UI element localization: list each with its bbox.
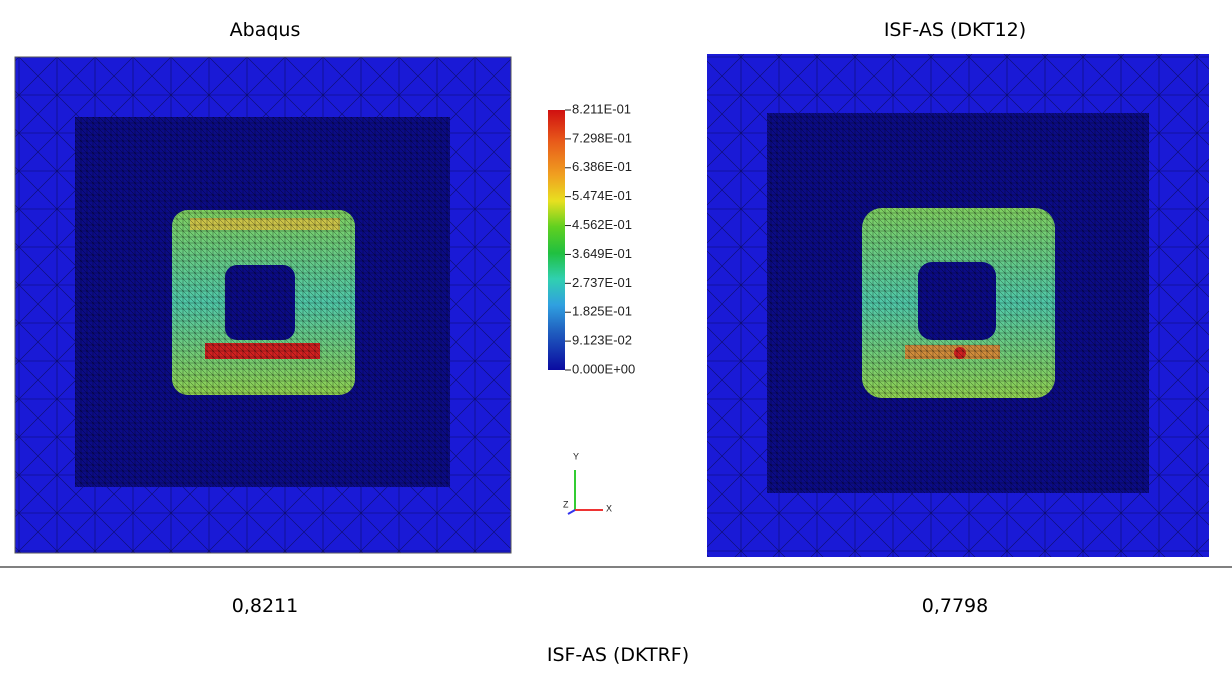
legend-label: 6.386E-01 — [572, 159, 632, 174]
legend-label: 1.825E-01 — [572, 304, 632, 319]
panel-value: 0,8211 — [232, 595, 298, 617]
legend: 8.211E-01 7.298E-01 6.386E-01 5.474E-01 4.56… — [565, 101, 635, 376]
axis-triad: Y Z X — [563, 451, 612, 515]
panel-value: 0,7798 — [922, 595, 988, 617]
triad-label: Y — [573, 451, 579, 461]
triad-label: Z — [563, 499, 569, 509]
legend-label: 3.649E-01 — [572, 246, 632, 261]
legend-label: 7.298E-01 — [572, 130, 632, 145]
legend-colorbar — [548, 110, 565, 370]
triad-label: X — [606, 503, 612, 513]
contour-plot — [14, 56, 512, 554]
legend-label: 9.123E-02 — [572, 333, 632, 348]
panel-title: Abaqus — [230, 19, 301, 41]
legend-label: 4.562E-01 — [572, 217, 632, 232]
legend-label: 2.737E-01 — [572, 275, 632, 290]
legend-label: 8.211E-01 — [572, 101, 631, 116]
contour-plot — [707, 54, 1209, 557]
caption: ISF-AS (DKTRF) — [547, 644, 689, 666]
panel-title: ISF-AS (DKT12) — [884, 19, 1026, 41]
legend-label: 0.000E+00 — [572, 361, 635, 376]
legend-label: 5.474E-01 — [572, 188, 632, 203]
